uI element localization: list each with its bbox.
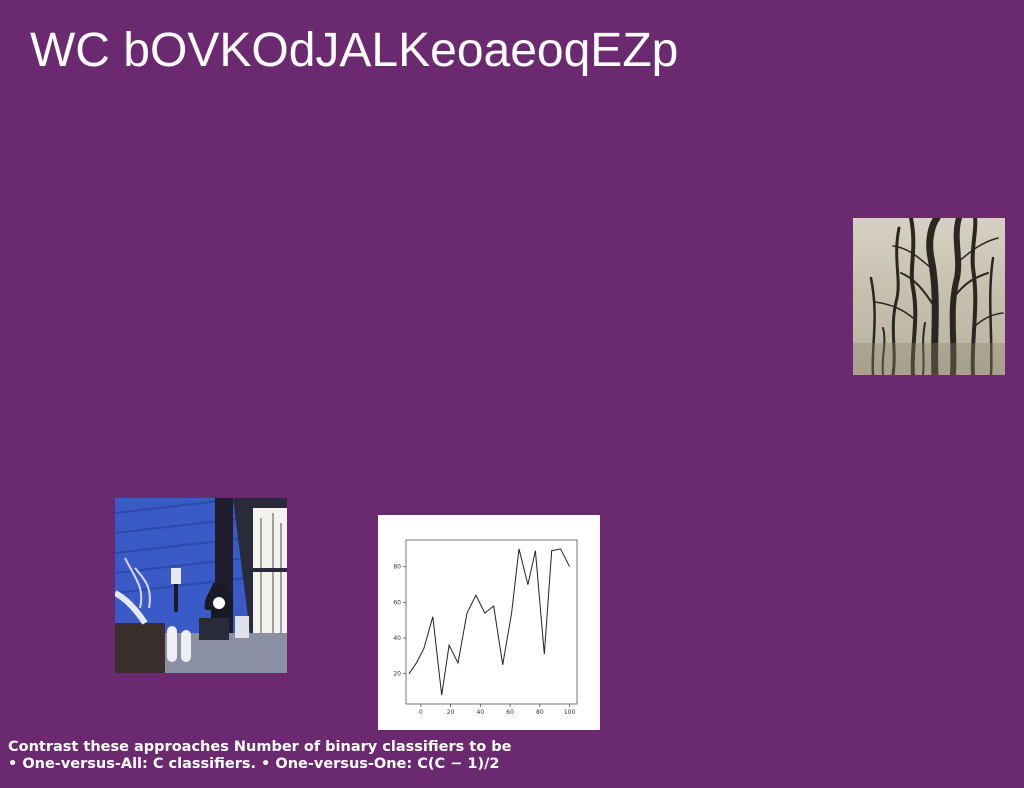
- x-tick-label: 40: [477, 709, 485, 716]
- x-tick-label: 60: [506, 709, 514, 716]
- cabin-interior-photo: [115, 498, 287, 673]
- y-tick-label: 20: [393, 671, 401, 678]
- plot-area: [405, 539, 578, 705]
- caption-line-1: Contrast these approaches Number of bina…: [8, 739, 512, 755]
- line-chart: 0 20 40 60 80 100 20 40 60 80: [378, 515, 600, 730]
- caption-line-2: • One-versus-All: C classifiers. • One-v…: [8, 756, 500, 772]
- y-tick-label: 80: [393, 564, 401, 571]
- caption-text: Contrast these approaches Number of bina…: [8, 739, 511, 773]
- x-tick-label: 20: [447, 709, 455, 716]
- y-tick-label: 40: [393, 635, 401, 642]
- bare-trees-photo: [853, 218, 1005, 375]
- y-tick-label: 60: [393, 599, 401, 606]
- x-tick-label: 100: [564, 709, 576, 716]
- slide-title: WC bOVKOdJALKeoaeoqEZp: [30, 24, 679, 77]
- x-tick-label: 0: [419, 709, 423, 716]
- x-tick-label: 80: [536, 709, 544, 716]
- series-line: [408, 548, 571, 696]
